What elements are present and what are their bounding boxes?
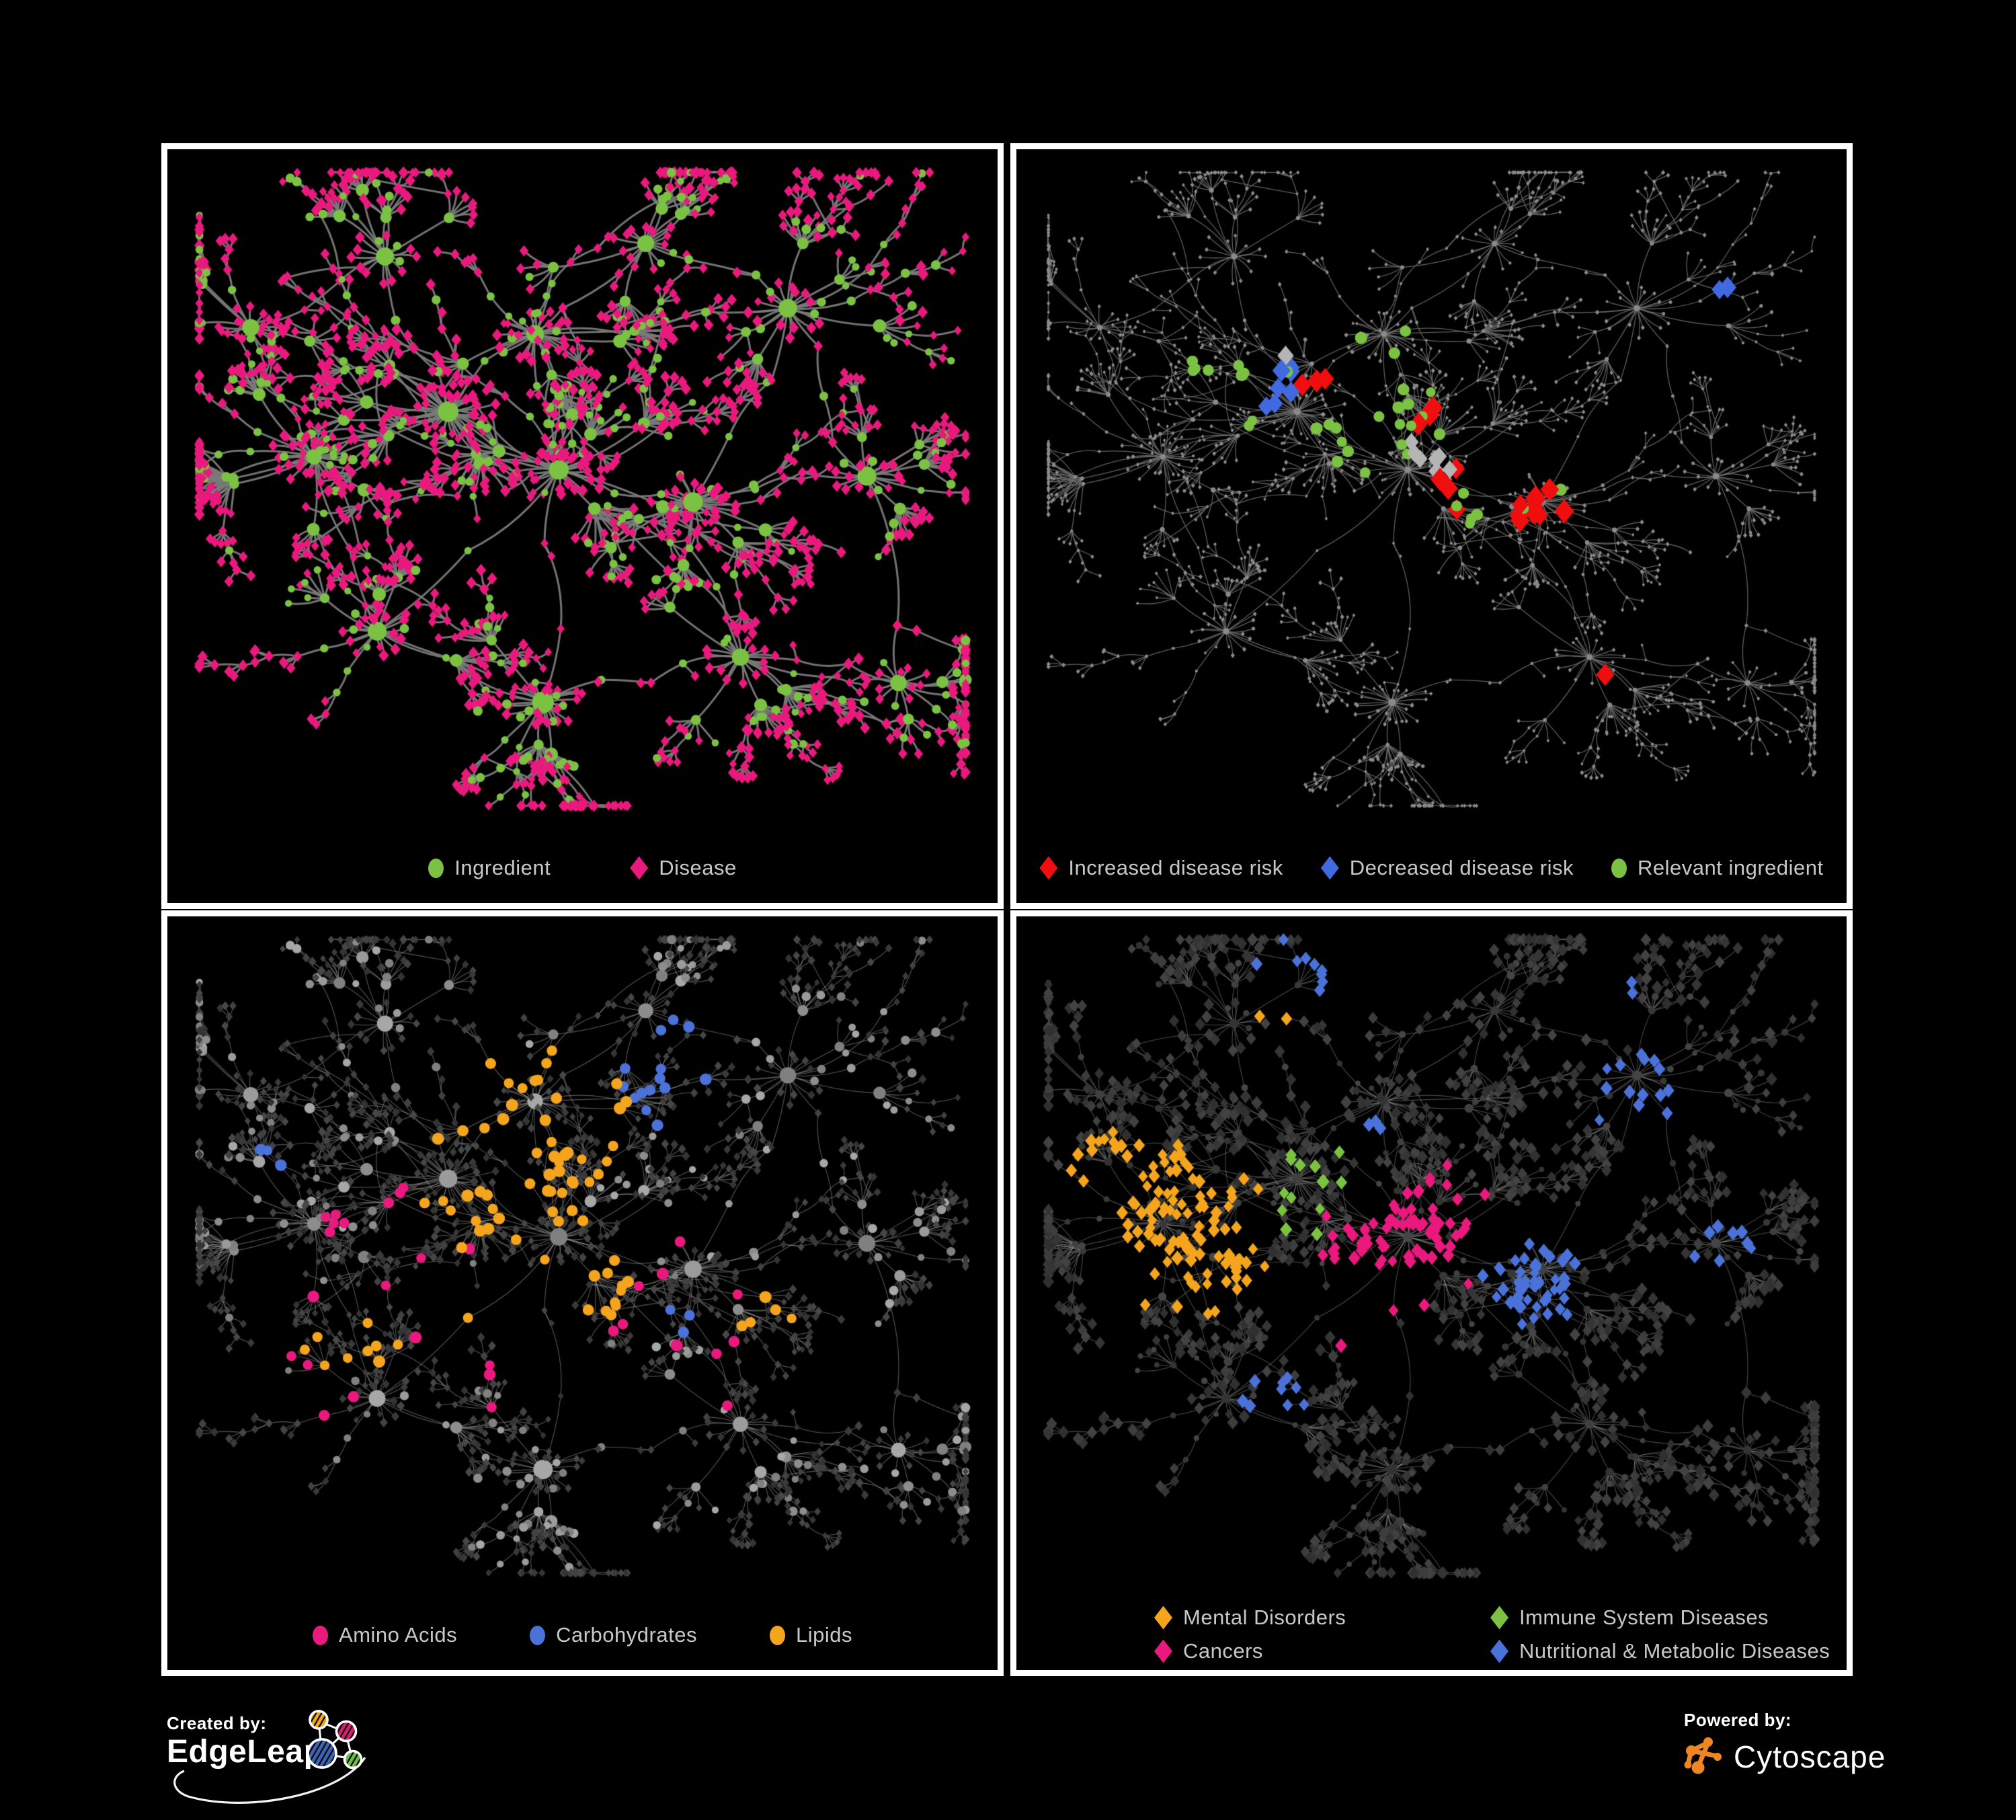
cytoscape-wordmark: Cytoscape <box>1734 1739 1886 1774</box>
powered-by-label: Powered by: <box>1684 1710 1792 1730</box>
legend-item-cancers: Cancers <box>1154 1639 1490 1663</box>
increased-risk-diamond-icon <box>1039 856 1058 880</box>
legend-label: Amino Acids <box>339 1623 458 1647</box>
legend-item-relevant-ingredient: Relevant ingredient <box>1611 856 1824 880</box>
cancers-diamond-icon <box>1154 1639 1172 1663</box>
legend-item-mental-disorders: Mental Disorders <box>1154 1606 1490 1630</box>
disease-diamond-icon <box>630 856 649 880</box>
legend-label: Cancers <box>1183 1639 1263 1663</box>
legend-nutrient-classes: Amino Acids Carbohydrates Lipids <box>167 1623 998 1647</box>
legend-label: Carbohydrates <box>556 1623 697 1647</box>
cytoscape-brand-row: Cytoscape <box>1684 1735 1966 1779</box>
immune-diseases-diamond-icon <box>1490 1606 1508 1630</box>
legend-item-immune-diseases: Immune System Diseases <box>1490 1606 1847 1630</box>
legend-item-carbohydrates: Carbohydrates <box>530 1623 697 1647</box>
legend-item-nutritional-metabolic: Nutritional & Metabolic Diseases <box>1490 1639 1847 1663</box>
legend-item-amino-acids: Amino Acids <box>313 1623 457 1647</box>
legend-label: Immune System Diseases <box>1519 1606 1769 1629</box>
legend-label: Lipids <box>795 1623 852 1647</box>
ingredient-circle-icon <box>428 858 444 878</box>
carbohydrates-circle-icon <box>530 1625 546 1645</box>
panel-disease-classes-network: Mental Disorders Immune System Diseases … <box>1010 910 1853 1676</box>
created-by-label: Created by: <box>167 1713 267 1733</box>
mental-disorders-diamond-icon <box>1154 1606 1172 1630</box>
legend-disease-classes: Mental Disorders Immune System Diseases … <box>1016 1606 1847 1663</box>
created-by-credit: Created by: EdgeLeap <box>167 1710 483 1820</box>
legend-label: Increased disease risk <box>1068 856 1283 879</box>
panel-disease-risk-network: Increased disease risk Decreased disease… <box>1010 143 1853 909</box>
legend-label: Disease <box>659 856 737 879</box>
legend-item-decreased-risk: Decreased disease risk <box>1320 856 1574 880</box>
network-canvas-disease-risk <box>1016 149 1847 903</box>
panel-ingredient-disease-network: Ingredient Disease <box>161 143 1004 909</box>
nutritional-metabolic-diamond-icon <box>1490 1639 1508 1663</box>
edgeleap-wordmark: EdgeLeap <box>167 1734 324 1770</box>
cytoscape-logo-icon <box>1684 1737 1722 1774</box>
relevant-ingredient-circle-icon <box>1611 858 1627 878</box>
amino-acids-circle-icon <box>313 1625 329 1645</box>
network-canvas-disease-classes <box>1016 916 1847 1670</box>
legend-label: Decreased disease risk <box>1349 856 1574 879</box>
decreased-risk-diamond-icon <box>1320 856 1339 880</box>
legend-label: Ingredient <box>454 856 551 879</box>
legend-label: Nutritional & Metabolic Diseases <box>1519 1639 1830 1663</box>
legend-item-lipids: Lipids <box>769 1623 852 1647</box>
legend-item-ingredient: Ingredient <box>428 856 551 880</box>
powered-by-credit: Powered by: Cytoscape <box>1684 1710 1966 1817</box>
network-canvas-nutrient-classes <box>167 916 998 1670</box>
network-canvas-ingredient-disease <box>167 149 998 903</box>
legend-disease-risk: Increased disease risk Decreased disease… <box>1016 856 1847 880</box>
lipids-circle-icon <box>769 1625 785 1645</box>
panel-nutrient-classes-network: Amino Acids Carbohydrates Lipids <box>161 910 1004 1676</box>
legend-item-increased-risk: Increased disease risk <box>1039 856 1283 880</box>
legend-ingredient-disease: Ingredient Disease <box>167 856 998 880</box>
legend-item-disease: Disease <box>630 856 737 880</box>
legend-label: Relevant ingredient <box>1638 856 1824 879</box>
legend-label: Mental Disorders <box>1183 1606 1346 1629</box>
